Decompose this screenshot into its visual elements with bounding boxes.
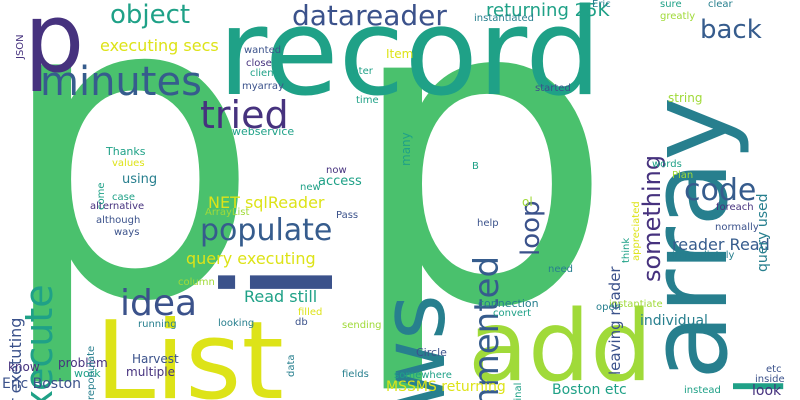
cloud-word: db: [295, 317, 308, 328]
cloud-word: Thanks: [106, 145, 146, 158]
cloud-word: p: [345, 0, 615, 400]
cloud-word: B: [472, 161, 479, 172]
cloud-word: NET sqlReader: [208, 193, 325, 212]
cloud-word: greatly: [660, 11, 696, 22]
cloud-word: ways: [114, 227, 140, 238]
cloud-word: convert: [493, 308, 532, 319]
cloud-word: normally: [715, 222, 759, 233]
cloud-word: MSSMS returning: [386, 379, 506, 395]
cloud-word: executing secs: [100, 36, 219, 55]
cloud-word: repopulate: [86, 345, 97, 400]
cloud-word: need: [548, 264, 573, 275]
cloud-word: close: [246, 58, 272, 69]
cloud-word: individual: [640, 313, 708, 329]
cloud-word: although: [96, 215, 141, 226]
cloud-word: returning 25K: [486, 0, 610, 21]
cloud-word: reader Read: [672, 235, 770, 254]
cloud-word: JSON: [15, 34, 26, 59]
cloud-word: now: [326, 165, 347, 176]
cloud-word: looking: [218, 318, 255, 329]
cloud-word: work: [74, 367, 101, 380]
cloud-word: object: [110, 0, 191, 30]
cloud-word: p: [0, 0, 262, 394]
cloud-word: instead: [684, 385, 721, 396]
cloud-word: come: [96, 182, 107, 210]
cloud-word: etc: [766, 364, 782, 375]
cloud-word: Eric Boston: [2, 376, 82, 392]
cloud-word: wanted: [244, 45, 282, 56]
cloud-word: leaving reader: [606, 266, 624, 375]
cloud-word: record: [218, 0, 602, 123]
cloud-word: ArrayList: [205, 207, 250, 218]
cloud-word: help: [477, 218, 499, 229]
cloud-word: idea: [120, 283, 198, 324]
cloud-word: time: [356, 95, 379, 106]
cloud-word: Circle: [416, 346, 447, 359]
cloud-word: open: [596, 302, 621, 313]
cloud-word: data: [286, 354, 297, 377]
cloud-word: using: [122, 172, 158, 187]
cloud-word: somewhere: [394, 370, 452, 381]
cloud-word: Boston etc: [552, 382, 627, 398]
cloud-word: look: [752, 383, 782, 399]
cloud-word: connection: [478, 297, 539, 310]
cloud-word: clear: [708, 0, 733, 10]
cloud-word: appreciated: [631, 201, 642, 261]
cloud-word: List: [95, 299, 284, 400]
cloud-word: something: [638, 154, 666, 282]
cloud-word: original: [513, 383, 524, 400]
cloud-word: query executing: [186, 249, 316, 268]
cloud-word: words: [652, 159, 682, 170]
cloud-word: p: [24, 0, 85, 94]
cloud-word: string: [668, 91, 703, 105]
cloud-word: foreach: [716, 202, 754, 213]
cloud-word: Pass: [336, 210, 359, 221]
cloud-word: values: [112, 158, 145, 169]
cloud-word: Enter: [346, 66, 373, 77]
cloud-word: problem: [58, 356, 108, 370]
cloud-word: instantiated: [474, 13, 534, 24]
cloud-word: inside: [755, 374, 785, 385]
cloud-word: running: [138, 319, 177, 330]
cloud-word: add: [468, 290, 653, 400]
cloud-word: know: [8, 360, 40, 374]
cloud-word: instantiate: [609, 299, 663, 310]
cloud-word: webservice: [232, 125, 295, 138]
cloud-word: datareader: [292, 0, 447, 32]
cloud-word: immediately: [672, 250, 735, 261]
cloud-word: tried: [200, 93, 289, 137]
cloud-word: client: [250, 68, 278, 79]
cloud-word: Eric: [592, 0, 611, 10]
cloud-word: myarray: [242, 81, 284, 92]
cloud-word: Harvest: [132, 352, 179, 366]
cloud-word: many: [399, 132, 413, 166]
cloud-word: Read still: [244, 287, 318, 306]
cloud-word: fields: [342, 369, 369, 380]
cloud-word: column: [178, 277, 215, 288]
cloud-word: Item: [386, 47, 414, 61]
cloud-word: alternative: [90, 201, 145, 212]
cloud-word: ol: [522, 195, 533, 209]
cloud-word: new: [300, 182, 321, 193]
cloud-word: back: [700, 15, 762, 45]
cloud-word: case: [112, 192, 135, 203]
cloud-word: filled: [298, 307, 323, 318]
cloud-word: populate: [200, 213, 333, 248]
cloud-word: sure: [660, 0, 682, 10]
cloud-word: access: [318, 174, 362, 189]
cloud-word: code: [684, 173, 757, 208]
cloud-word: multiple: [126, 365, 176, 379]
cloud-word: minutes: [40, 59, 202, 105]
cloud-word: started: [535, 83, 571, 94]
cloud-word: Plan: [672, 170, 694, 181]
cloud-word: sending: [342, 320, 382, 331]
